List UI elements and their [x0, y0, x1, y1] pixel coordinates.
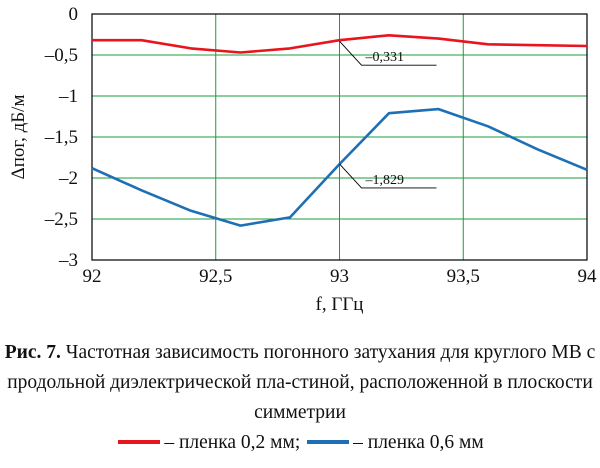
y-axis-title: Δпог, дБ/м	[8, 95, 29, 180]
figure-caption: Рис. 7. Частотная зависимость погонного …	[0, 338, 600, 458]
y-tick-label: –2	[58, 168, 78, 189]
y-tick-label: –1,5	[44, 127, 78, 148]
x-axis-title: f, ГГц	[316, 294, 364, 315]
caption-label: Рис. 7.	[4, 342, 61, 363]
annotation-leader	[339, 40, 437, 66]
x-tick-label: 92,5	[199, 266, 232, 287]
x-tick-label: 93	[330, 266, 349, 287]
annotation-label: –1,829	[365, 173, 405, 188]
y-tick-label: –0,5	[44, 45, 78, 66]
y-tick-label: –2,5	[44, 209, 78, 230]
caption-text: Частотная зависимость погонного затухани…	[7, 342, 596, 423]
x-tick-label: 93,5	[447, 266, 480, 287]
x-tick-label: 92	[83, 266, 102, 287]
x-tick-label: 94	[578, 266, 598, 287]
y-tick-label: –3	[58, 250, 78, 271]
line-chart: 92 92,5 93 93,5 94 0 –0,5 –1 –1,5 –2 –2,5 –3 f, ГГц Δ…	[8, 4, 598, 315]
legend-swatch-red	[118, 439, 161, 444]
y-tick-label: 0	[69, 4, 79, 25]
legend-swatch-blue	[307, 439, 350, 444]
legend-label-blue: – пленка 0,6 мм	[353, 432, 484, 453]
plot-frame	[91, 13, 588, 261]
series-line-1	[92, 33, 588, 54]
y-tick-label: –1	[58, 86, 78, 107]
annotation-leader	[339, 163, 437, 189]
annotation-label: –0,331	[365, 50, 405, 65]
legend-label-red: – пленка 0,2 мм;	[164, 432, 301, 453]
